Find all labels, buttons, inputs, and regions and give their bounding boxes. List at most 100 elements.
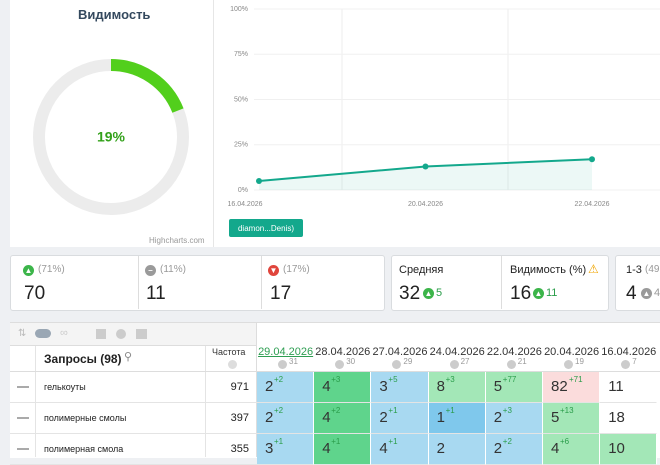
query: гелькоуты <box>44 382 86 392</box>
search-icon[interactable]: ⚲ <box>124 351 133 363</box>
x-tick-label: 22.04.2026 <box>574 201 609 208</box>
delta: +5 <box>388 375 398 384</box>
warning-icon: ⚠ <box>588 262 599 276</box>
average-change: 5 <box>436 287 443 299</box>
up-icon: ▲ <box>641 288 652 299</box>
point <box>422 163 429 170</box>
row-handle <box>17 448 29 450</box>
up-icon: ▲ <box>423 288 434 299</box>
position-cell: 1 +1 <box>428 403 486 434</box>
date-header: 24.04.2026 <box>429 346 485 358</box>
legend-button <box>229 219 303 237</box>
date-count: 21 <box>517 357 527 366</box>
position: 4 <box>322 409 331 426</box>
delta: +1 <box>445 406 455 415</box>
delta: +1 <box>388 437 398 446</box>
position: 2 <box>436 440 445 457</box>
row-border <box>10 433 257 434</box>
query-header[interactable]: Запросы (98) <box>44 352 122 366</box>
visibility-change: 11 <box>546 287 558 299</box>
freq-icon <box>228 360 237 369</box>
x-tick-label: 20.04.2026 <box>408 201 443 208</box>
delta: +3 <box>331 375 341 384</box>
position-cell: 18 <box>600 403 658 434</box>
top3-share: (49 <box>645 264 660 275</box>
delta: +3 <box>445 375 455 384</box>
y-tick-label: 75% <box>234 51 248 58</box>
credit: Highcharts.com <box>149 236 205 245</box>
header-border <box>10 371 660 372</box>
date-icon <box>506 360 516 369</box>
position: 1 <box>436 409 445 426</box>
position-cell: 2 +1 <box>371 403 429 434</box>
delta: +13 <box>560 406 574 415</box>
visibility-title: Видимость <box>78 7 151 22</box>
date-count: 31 <box>289 357 298 366</box>
date-header: 27.04.2026 <box>372 346 428 358</box>
point <box>589 156 595 163</box>
position-cell: 5 +13 <box>543 403 601 434</box>
link-icon[interactable]: ∞ <box>60 327 68 339</box>
top3-change: 4 <box>654 287 660 299</box>
position-cell: 10 <box>600 434 658 465</box>
table-icon[interactable] <box>96 329 106 339</box>
average-label: Средняя <box>399 264 444 276</box>
position: 3 <box>379 378 388 395</box>
position: 2 <box>493 440 503 457</box>
distribution-box <box>10 255 385 311</box>
visibility-label: Видимость (%) <box>510 264 587 276</box>
freq: 355 <box>230 443 249 455</box>
position-cell: 82 +71 <box>543 372 601 403</box>
position: 4 <box>322 440 331 457</box>
visibility-value: 16 <box>510 283 532 304</box>
delta: +2 <box>274 375 284 384</box>
delta: +1 <box>388 406 398 415</box>
donut-chart: 19% <box>33 59 189 215</box>
date-count: 29 <box>403 357 413 366</box>
date-count: 7 <box>632 357 637 366</box>
toggle-icon[interactable] <box>35 329 51 338</box>
divider <box>213 0 214 247</box>
date-icon <box>449 360 459 369</box>
position: 11 <box>608 378 624 395</box>
legend-label[interactable]: diamon...Denis) <box>238 224 294 233</box>
divider <box>35 346 36 457</box>
y-tick-label: 50% <box>234 96 248 103</box>
divider <box>205 346 206 457</box>
x-tick-label: 16.04.2026 <box>227 201 262 208</box>
contrast-icon[interactable] <box>116 329 126 339</box>
position: 5 <box>493 378 503 395</box>
divider <box>256 323 257 457</box>
share: (11%) <box>160 264 186 275</box>
sort-icon[interactable]: ⇅ <box>18 328 27 339</box>
date-count: 19 <box>575 357 584 366</box>
toolbar: ⇅ ∞ <box>10 323 256 346</box>
delta: +2 <box>331 406 341 415</box>
date-count: 27 <box>460 357 470 366</box>
divider <box>501 256 502 309</box>
delta: +2 <box>274 406 284 415</box>
export-icon[interactable] <box>136 329 147 339</box>
donut-value: 19% <box>97 129 126 145</box>
neutral-icon: – <box>145 265 156 276</box>
freq: 397 <box>230 412 249 424</box>
date-header: 29.04.2026 <box>258 346 314 358</box>
date-header: 20.04.2026 <box>544 346 600 358</box>
top3-label: 1-3 <box>626 264 642 276</box>
position: 4 <box>379 440 388 457</box>
date-header: 22.04.2026 <box>486 346 542 358</box>
position-cell: 11 <box>600 372 658 403</box>
freq: 971 <box>230 381 249 393</box>
top3-box <box>615 255 660 311</box>
divider <box>138 256 139 309</box>
count: 11 <box>146 283 166 304</box>
date-count: 30 <box>346 357 356 366</box>
y-tick-label: 100% <box>230 6 248 13</box>
delta: +1 <box>331 437 341 446</box>
date-icon <box>392 360 402 369</box>
position: 2 <box>379 409 388 426</box>
position-cell: 2 +2 <box>485 434 543 465</box>
donut-arc <box>33 59 189 215</box>
position: 3 <box>265 440 274 457</box>
